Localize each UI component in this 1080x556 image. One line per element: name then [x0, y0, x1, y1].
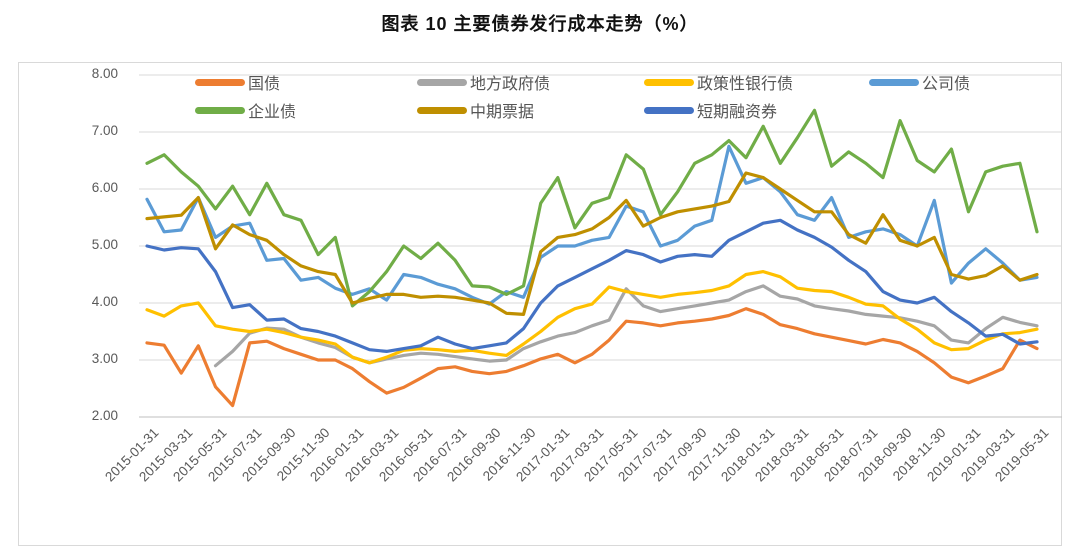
treasury-bond-swatch-icon [195, 78, 245, 86]
series-line-corporate-bond [145, 144, 1039, 306]
y-axis-label: 7.00 [91, 123, 118, 138]
legend-label: 国债 [248, 76, 281, 93]
legend-item-policy-bank-bond: 政策性银行债 [644, 72, 794, 93]
legend-item-medium-term-note: 中期票据 [417, 100, 535, 121]
series-line-treasury-bond [145, 307, 1039, 408]
legend-item-local-government-bond: 地方政府债 [417, 72, 551, 93]
policy-bank-bond-swatch-icon [644, 78, 694, 86]
y-axis-label: 6.00 [91, 180, 118, 195]
y-axis-label: 3.00 [91, 351, 118, 366]
y-axis-label: 2.00 [91, 408, 118, 423]
series-line-medium-term-note [145, 171, 1039, 316]
series-line-enterprise-bond [145, 108, 1039, 308]
legend-item-enterprise-bond: 企业债 [195, 100, 297, 121]
short-term-financing-bill-swatch-icon [644, 106, 694, 114]
series-line-policy-bank-bond [145, 270, 1039, 365]
y-axis-label: 4.00 [91, 294, 118, 309]
legend-label: 公司债 [922, 76, 971, 93]
corporate-bond-swatch-icon [869, 78, 919, 86]
legend-item-corporate-bond: 公司债 [869, 72, 971, 93]
medium-term-note-swatch-icon [417, 106, 467, 114]
legend-label: 短期融资券 [697, 104, 778, 121]
legend-item-treasury-bond: 国债 [195, 72, 281, 93]
legend-label: 中期票据 [470, 104, 535, 121]
legend-label: 地方政府债 [470, 76, 551, 93]
local-government-bond-swatch-icon [417, 78, 467, 86]
y-axis-label: 5.00 [91, 237, 118, 252]
legend-label: 政策性银行债 [697, 76, 794, 93]
enterprise-bond-swatch-icon [195, 106, 245, 114]
legend-item-short-term-financing-bill: 短期融资券 [644, 100, 778, 121]
chart-title: 图表 10 主要债券发行成本走势（%） [381, 14, 699, 34]
y-axis-label: 8.00 [91, 66, 118, 81]
series-line-short-term-financing-bill [145, 218, 1039, 353]
legend-label: 企业债 [248, 104, 297, 121]
